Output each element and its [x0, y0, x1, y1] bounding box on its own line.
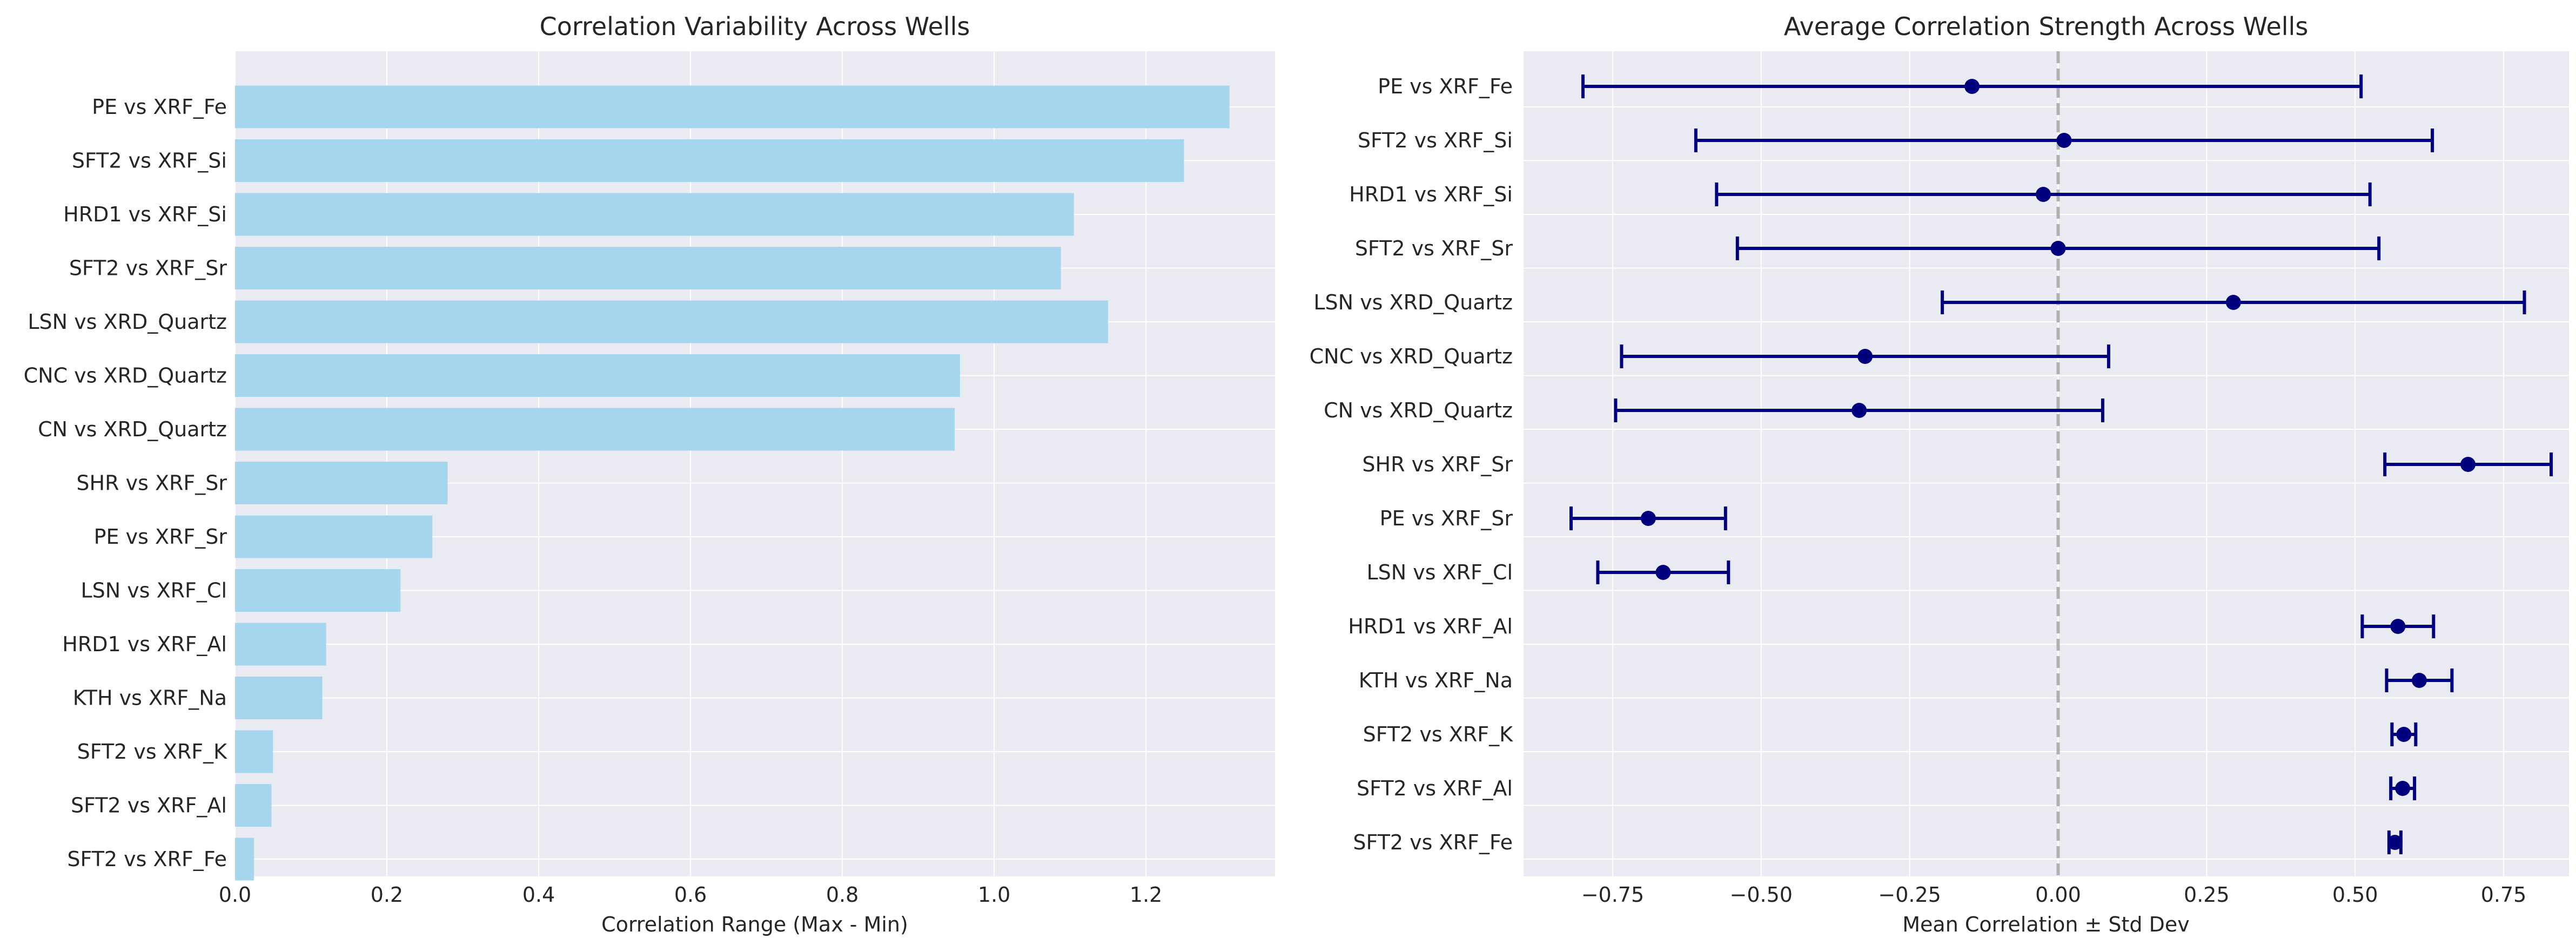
- mean-marker: [1852, 403, 1867, 418]
- left-y-tick-label: PE vs XRF_Sr: [94, 525, 227, 549]
- left-y-tick-label: SFT2 vs XRF_Al: [71, 794, 227, 818]
- right-y-tick-label: SFT2 vs XRF_Si: [1358, 129, 1513, 152]
- right-chart-panel: PE vs XRF_Fe SFT2 vs XRF_Si HRD1 vs XRF_Si…: [1310, 12, 2569, 936]
- bar: [235, 838, 254, 881]
- left-y-tick-label: LSN vs XRD_Quartz: [28, 310, 227, 334]
- right-y-tick-label: LSN vs XRD_Quartz: [1313, 291, 1513, 314]
- left-y-tick-label: LSN vs XRF_Cl: [81, 579, 227, 603]
- right-y-tick-label: HRD1 vs XRF_Al: [1348, 615, 1513, 638]
- mean-marker: [2387, 835, 2403, 850]
- left-y-tick-label: SFT2 vs XRF_Sr: [69, 256, 227, 280]
- left-chart-panel: PE vs XRF_Fe SFT2 vs XRF_Si HRD1 vs XRF_Si…: [24, 12, 1275, 936]
- left-x-tick-labels: 0.0 0.2 0.4 0.6 0.8 1.0 1.2: [219, 883, 1163, 907]
- mean-marker: [1655, 565, 1671, 580]
- bar: [235, 515, 433, 558]
- left-y-tick-label: CNC vs XRD_Quartz: [24, 364, 227, 388]
- left-y-tick-label: SFT2 vs XRF_K: [77, 740, 227, 764]
- right-x-axis-label: Mean Correlation ± Std Dev: [1902, 913, 2190, 936]
- bar: [235, 569, 401, 612]
- left-x-tick-label: 0.0: [219, 883, 251, 907]
- right-x-tick-label: 0.75: [2481, 883, 2527, 907]
- bar: [235, 193, 1074, 236]
- mean-marker: [1640, 511, 1656, 526]
- mean-marker: [1964, 79, 1980, 94]
- mean-marker: [2056, 133, 2072, 148]
- right-gridlines: [1524, 51, 2569, 876]
- right-y-tick-label: KTH vs XRF_Na: [1359, 669, 1513, 692]
- right-x-tick-label: −0.75: [1581, 883, 1644, 907]
- right-x-tick-labels: −0.75 −0.50 −0.25 0.00 0.25 0.50 0.75: [1581, 883, 2527, 907]
- right-y-tick-label: HRD1 vs XRF_Si: [1349, 183, 1513, 206]
- mean-marker: [2411, 673, 2427, 688]
- right-y-tick-label: SHR vs XRF_Sr: [1362, 453, 1513, 476]
- left-y-tick-label: KTH vs XRF_Na: [73, 686, 227, 710]
- mean-marker: [2395, 781, 2411, 796]
- bar: [235, 677, 323, 719]
- mean-marker: [2396, 727, 2412, 742]
- right-y-tick-label: LSN vs XRF_Cl: [1366, 561, 1513, 584]
- right-x-tick-label: 0.50: [2332, 883, 2378, 907]
- right-y-tick-label: CN vs XRD_Quartz: [1324, 399, 1513, 422]
- bar: [235, 730, 273, 773]
- bar: [235, 623, 326, 666]
- right-y-tick-label: SFT2 vs XRF_Sr: [1355, 237, 1513, 260]
- right-chart-title: Average Correlation Strength Across Well…: [1784, 12, 2309, 41]
- right-y-tick-label: SFT2 vs XRF_Fe: [1353, 831, 1513, 854]
- mean-marker: [2225, 295, 2241, 310]
- left-y-tick-label: SFT2 vs XRF_Si: [72, 149, 227, 173]
- mean-marker: [2460, 457, 2476, 472]
- mean-marker: [2050, 241, 2066, 256]
- bar: [235, 247, 1061, 289]
- right-y-tick-label: PE vs XRF_Sr: [1380, 507, 1513, 530]
- left-y-tick-label: CN vs XRD_Quartz: [38, 417, 227, 441]
- right-y-tick-labels: PE vs XRF_Fe SFT2 vs XRF_Si HRD1 vs XRF_Si…: [1310, 75, 1513, 854]
- left-chart-title: Correlation Variability Across Wells: [540, 12, 970, 41]
- left-y-tick-label: HRD1 vs XRF_Si: [63, 202, 227, 226]
- mean-marker: [2390, 619, 2406, 634]
- bar: [235, 462, 448, 504]
- right-y-tick-label: SFT2 vs XRF_K: [1363, 723, 1513, 746]
- left-y-tick-label: HRD1 vs XRF_Al: [62, 632, 227, 656]
- right-x-tick-label: 0.25: [2184, 883, 2230, 907]
- right-x-tick-label: 0.00: [2035, 883, 2081, 907]
- right-y-tick-label: PE vs XRF_Fe: [1378, 75, 1513, 98]
- bar: [235, 139, 1184, 182]
- right-y-tick-label: SFT2 vs XRF_Al: [1357, 777, 1513, 800]
- left-x-tick-label: 1.2: [1130, 883, 1162, 907]
- left-x-tick-label: 0.8: [826, 883, 858, 907]
- left-x-tick-label: 0.2: [371, 883, 403, 907]
- bar: [235, 300, 1108, 343]
- left-y-tick-label: SHR vs XRF_Sr: [76, 471, 227, 495]
- left-x-axis-label: Correlation Range (Max - Min): [601, 913, 908, 936]
- left-y-tick-labels: PE vs XRF_Fe SFT2 vs XRF_Si HRD1 vs XRF_Si…: [24, 95, 227, 871]
- left-x-tick-label: 0.6: [674, 883, 707, 907]
- bar: [235, 354, 960, 397]
- left-x-tick-label: 0.4: [522, 883, 555, 907]
- bar: [235, 784, 272, 827]
- right-x-tick-label: −0.50: [1730, 883, 1793, 907]
- right-x-tick-label: −0.25: [1878, 883, 1941, 907]
- right-y-tick-label: CNC vs XRD_Quartz: [1310, 345, 1513, 368]
- right-error-bars: [1569, 75, 2553, 854]
- left-bars: [235, 85, 1230, 881]
- left-x-tick-label: 1.0: [978, 883, 1010, 907]
- left-y-tick-label: PE vs XRF_Fe: [92, 95, 227, 119]
- mean-marker: [1857, 349, 1873, 364]
- mean-marker: [2036, 187, 2051, 202]
- bar: [235, 408, 955, 451]
- bar: [235, 85, 1230, 129]
- left-y-tick-label: SFT2 vs XRF_Fe: [67, 847, 227, 871]
